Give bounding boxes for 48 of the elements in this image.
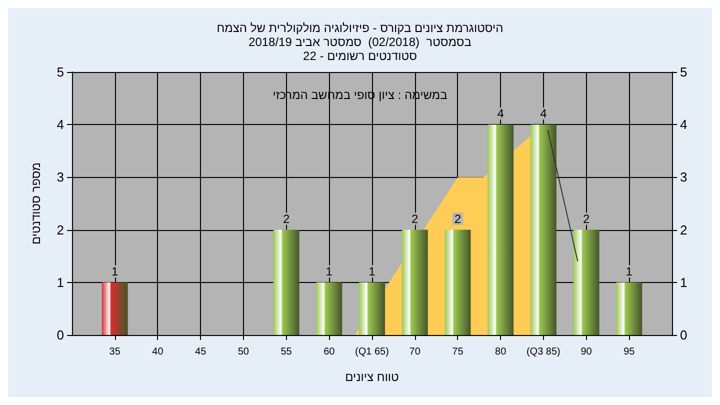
x-tick-label: (Q3 85) [526,346,560,358]
y2-tick-label: 5 [680,64,688,80]
x-tick-label: (Q1 65) [355,346,389,358]
x-tick-label: 60 [324,346,336,358]
y2-tick-label: 0 [680,328,688,342]
data-label: 2 [282,212,290,226]
data-label: 1 [112,264,119,278]
bar [444,230,471,335]
y-tick-label: 1 [56,274,64,290]
data-label: 2 [412,212,419,226]
y-tick-label: 5 [56,64,64,80]
chart-title: היסטוגרמת ציונים בקורס - פיזיולוגיה מולקולרית של הצמח בסמסטר (02/2018) סמסטר אביב 2018/19 סטודנטים רשומים - 22 [216,21,504,63]
y2-tick-label: 3 [680,170,688,185]
data-label: 1 [368,264,376,278]
x-axis-title: טווח ציונים [345,370,400,384]
data-label: 2 [582,212,590,226]
data-label: 2 [454,212,462,226]
y2-tick-label: 4 [680,117,688,132]
y-tick-label: 4 [56,117,64,132]
x-tick-label: 50 [238,346,250,358]
x-tick-label: 95 [624,346,636,358]
x-tick-label: 45 [195,346,207,358]
data-label: 4 [540,106,548,121]
bar [488,124,514,335]
bar [530,124,556,335]
y2-tick-label: 2 [680,222,688,238]
y-tick-label: 0 [56,328,64,342]
y2-tick-label: 1 [680,274,688,290]
bar [316,282,342,335]
x-tick-label: 75 [452,346,464,358]
y-tick-label: 2 [56,222,64,238]
bar [273,230,300,335]
y-tick-label: 3 [56,170,64,185]
x-tick-label: 70 [409,346,421,358]
x-tick-label: 40 [152,346,164,358]
y-axis-title: מספר סטודנטים [29,162,43,245]
bar [402,230,428,335]
x-tick-label: 35 [109,346,121,358]
x-tick-label: 90 [580,346,592,358]
x-tick-label: 55 [280,346,292,358]
bar [616,282,642,335]
bar [573,230,600,335]
data-label: 1 [626,264,633,278]
bar [102,282,128,335]
data-label: 1 [326,264,333,278]
x-tick-label: 80 [495,346,507,358]
bar [359,282,385,335]
data-label: 4 [497,106,504,121]
